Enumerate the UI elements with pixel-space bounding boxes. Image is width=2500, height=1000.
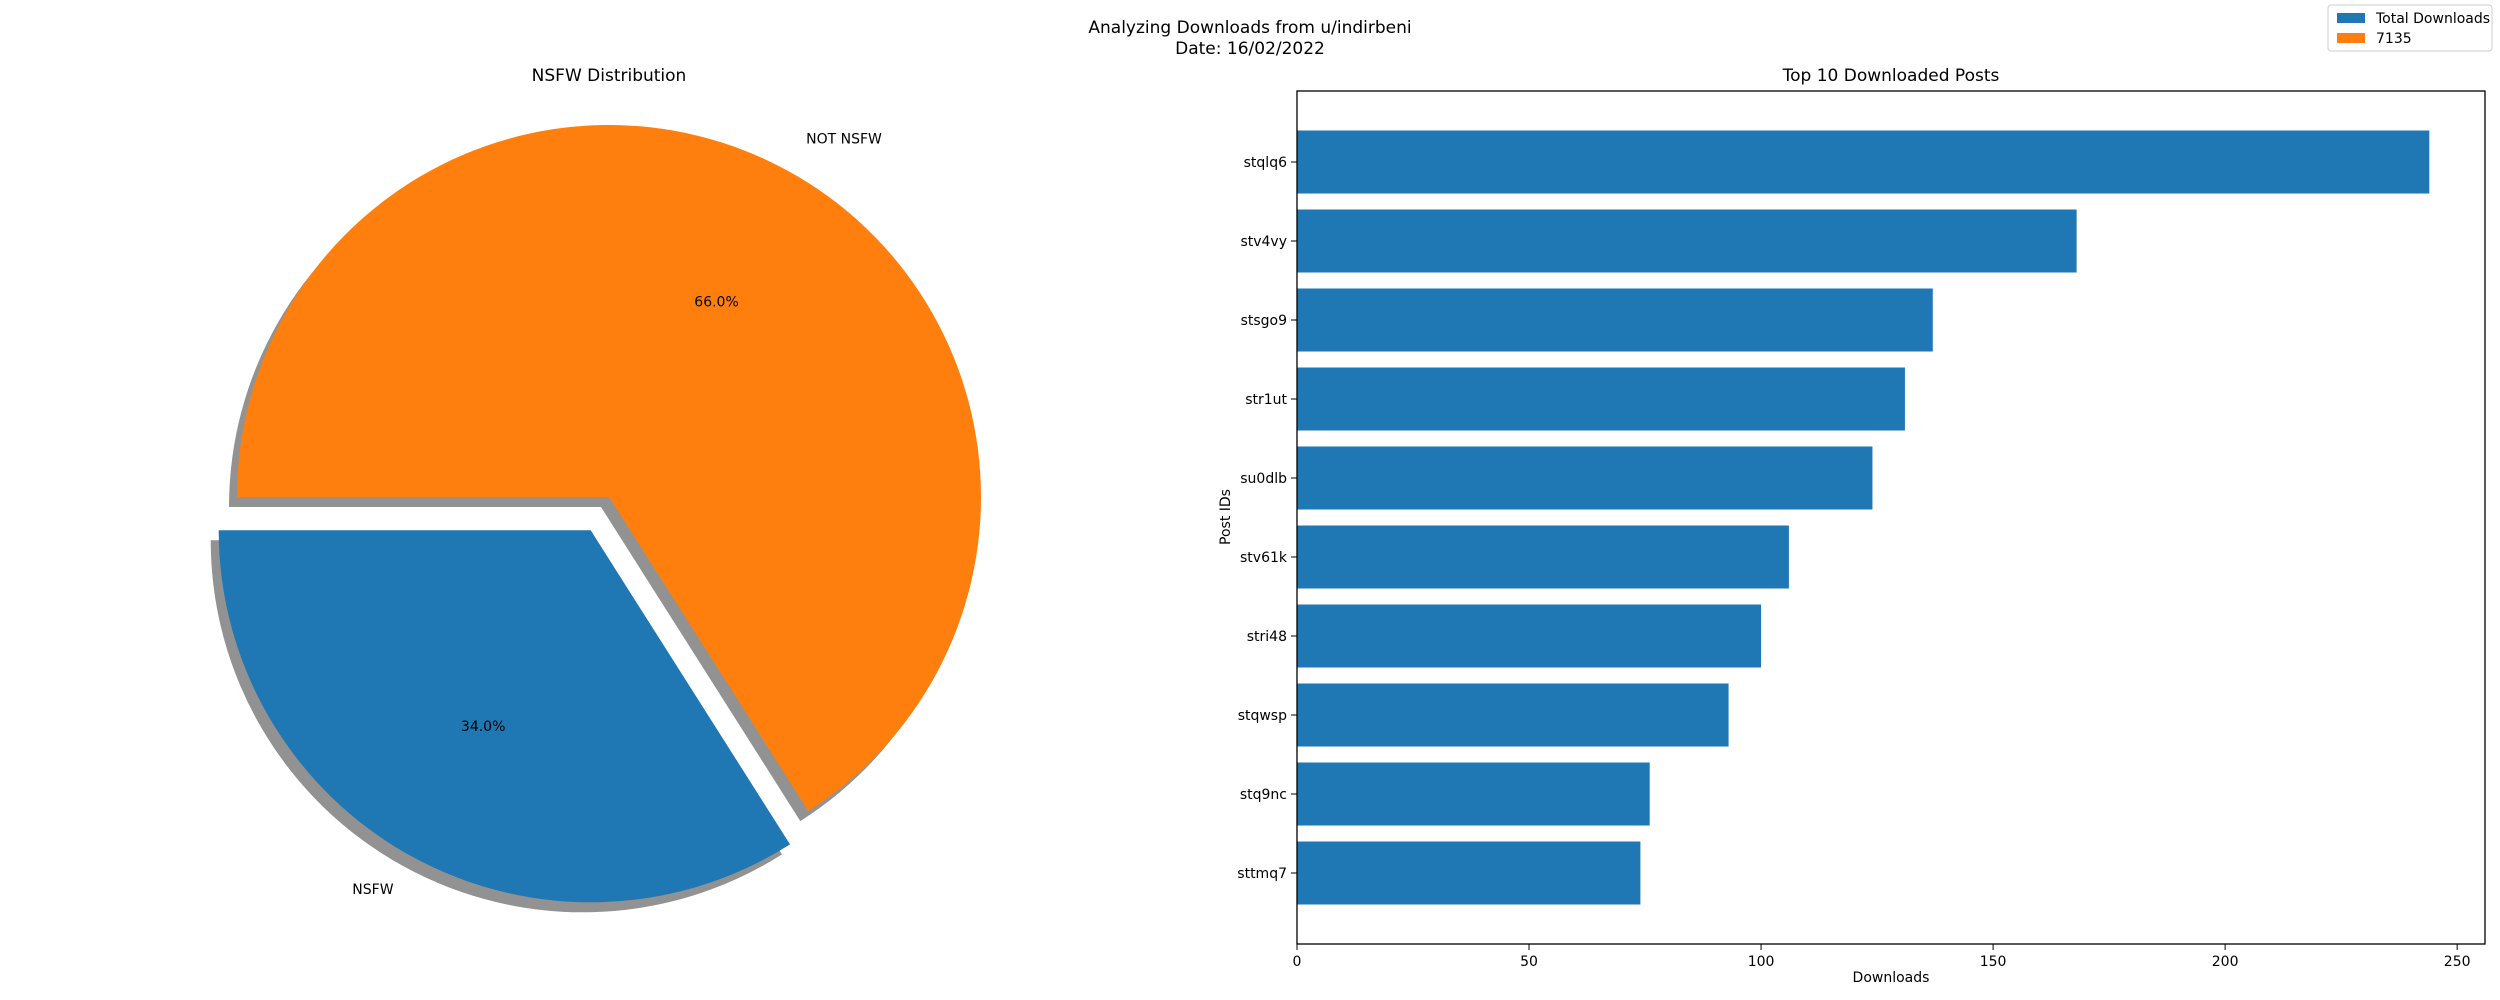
y-tick-label-stri48: stri48 xyxy=(1247,629,1287,645)
bar-stqwsp xyxy=(1297,683,1729,747)
bar-title: Top 10 Downloaded Posts xyxy=(1782,66,2000,86)
y-tick-label-su0dlb: su0dlb xyxy=(1240,471,1287,487)
bar-sttmq7 xyxy=(1297,841,1641,905)
legend-frame xyxy=(2327,4,2493,52)
figure-suptitle-line2: Date: 16/02/2022 xyxy=(1175,39,1325,59)
x-tick-label-100: 100 xyxy=(1748,954,1775,970)
x-tick-label-200: 200 xyxy=(2212,954,2239,970)
pie-label-not-nsfw: NOT NSFW xyxy=(806,131,882,147)
bar-stq9nc xyxy=(1297,762,1650,826)
y-tick-label-stqlq6: stqlq6 xyxy=(1244,155,1287,171)
pie-slice-nsfw xyxy=(218,530,791,903)
pie-slices xyxy=(218,124,982,903)
legend-label-count: 7135 xyxy=(2376,31,2412,47)
pie-label-nsfw: NSFW xyxy=(352,882,393,898)
y-tick-label-stsgo9: stsgo9 xyxy=(1241,313,1287,329)
bar-chart: Top 10 Downloaded Posts stqlq6 stv4vy stsg… xyxy=(1218,66,2486,986)
bar-y-ticks: stqlq6 stv4vy stsgo9 str1ut su0dlb stv61k stri… xyxy=(1237,155,1297,882)
bar-axes-frame xyxy=(1296,90,2486,945)
pie-title: NSFW Distribution xyxy=(532,66,687,86)
bar-x-ticks: 0 50 100 150 200 250 xyxy=(1293,944,2471,970)
bar-ylabel: Post IDs xyxy=(1218,489,1234,545)
x-tick-label-250: 250 xyxy=(2444,954,2471,970)
y-tick-label-str1ut: str1ut xyxy=(1245,392,1287,408)
legend-swatch-count xyxy=(2337,33,2365,43)
pie-chart: NSFW Distribution NSFW 34.0% NOT NSFW 66.0% xyxy=(210,66,982,913)
y-tick-label-sttmq7: sttmq7 xyxy=(1237,866,1287,882)
pie-slice-not-nsfw xyxy=(237,124,982,812)
pie-percent-not-nsfw: 66.0% xyxy=(694,294,738,310)
bar-su0dlb xyxy=(1297,446,1873,510)
bar-stsgo9 xyxy=(1297,288,1933,352)
legend-label-total-downloads: Total Downloads xyxy=(2375,11,2490,27)
y-tick-label-stq9nc: stq9nc xyxy=(1240,787,1287,803)
bar-stqlq6 xyxy=(1297,130,2430,194)
figure-suptitle-line1: Analyzing Downloads from u/indirbeni xyxy=(1088,18,1411,38)
x-tick-label-150: 150 xyxy=(1980,954,2007,970)
x-tick-label-0: 0 xyxy=(1293,954,1302,970)
legend: Total Downloads 7135 xyxy=(2327,4,2493,52)
pie-percent-nsfw: 34.0% xyxy=(461,719,505,735)
bar-stri48 xyxy=(1297,604,1762,668)
legend-swatch-total-downloads xyxy=(2337,13,2365,23)
x-tick-label-50: 50 xyxy=(1520,954,1538,970)
y-tick-label-stv4vy: stv4vy xyxy=(1240,234,1287,250)
bar-stv4vy xyxy=(1297,209,2077,273)
bar-stv61k xyxy=(1297,525,1789,589)
y-tick-label-stv61k: stv61k xyxy=(1240,550,1288,566)
pie-labels: NSFW 34.0% NOT NSFW 66.0% xyxy=(352,131,882,897)
bar-bars xyxy=(1297,130,2430,905)
y-tick-label-stqwsp: stqwsp xyxy=(1238,708,1287,724)
bar-str1ut xyxy=(1297,367,1905,431)
bar-xlabel: Downloads xyxy=(1853,970,1930,986)
